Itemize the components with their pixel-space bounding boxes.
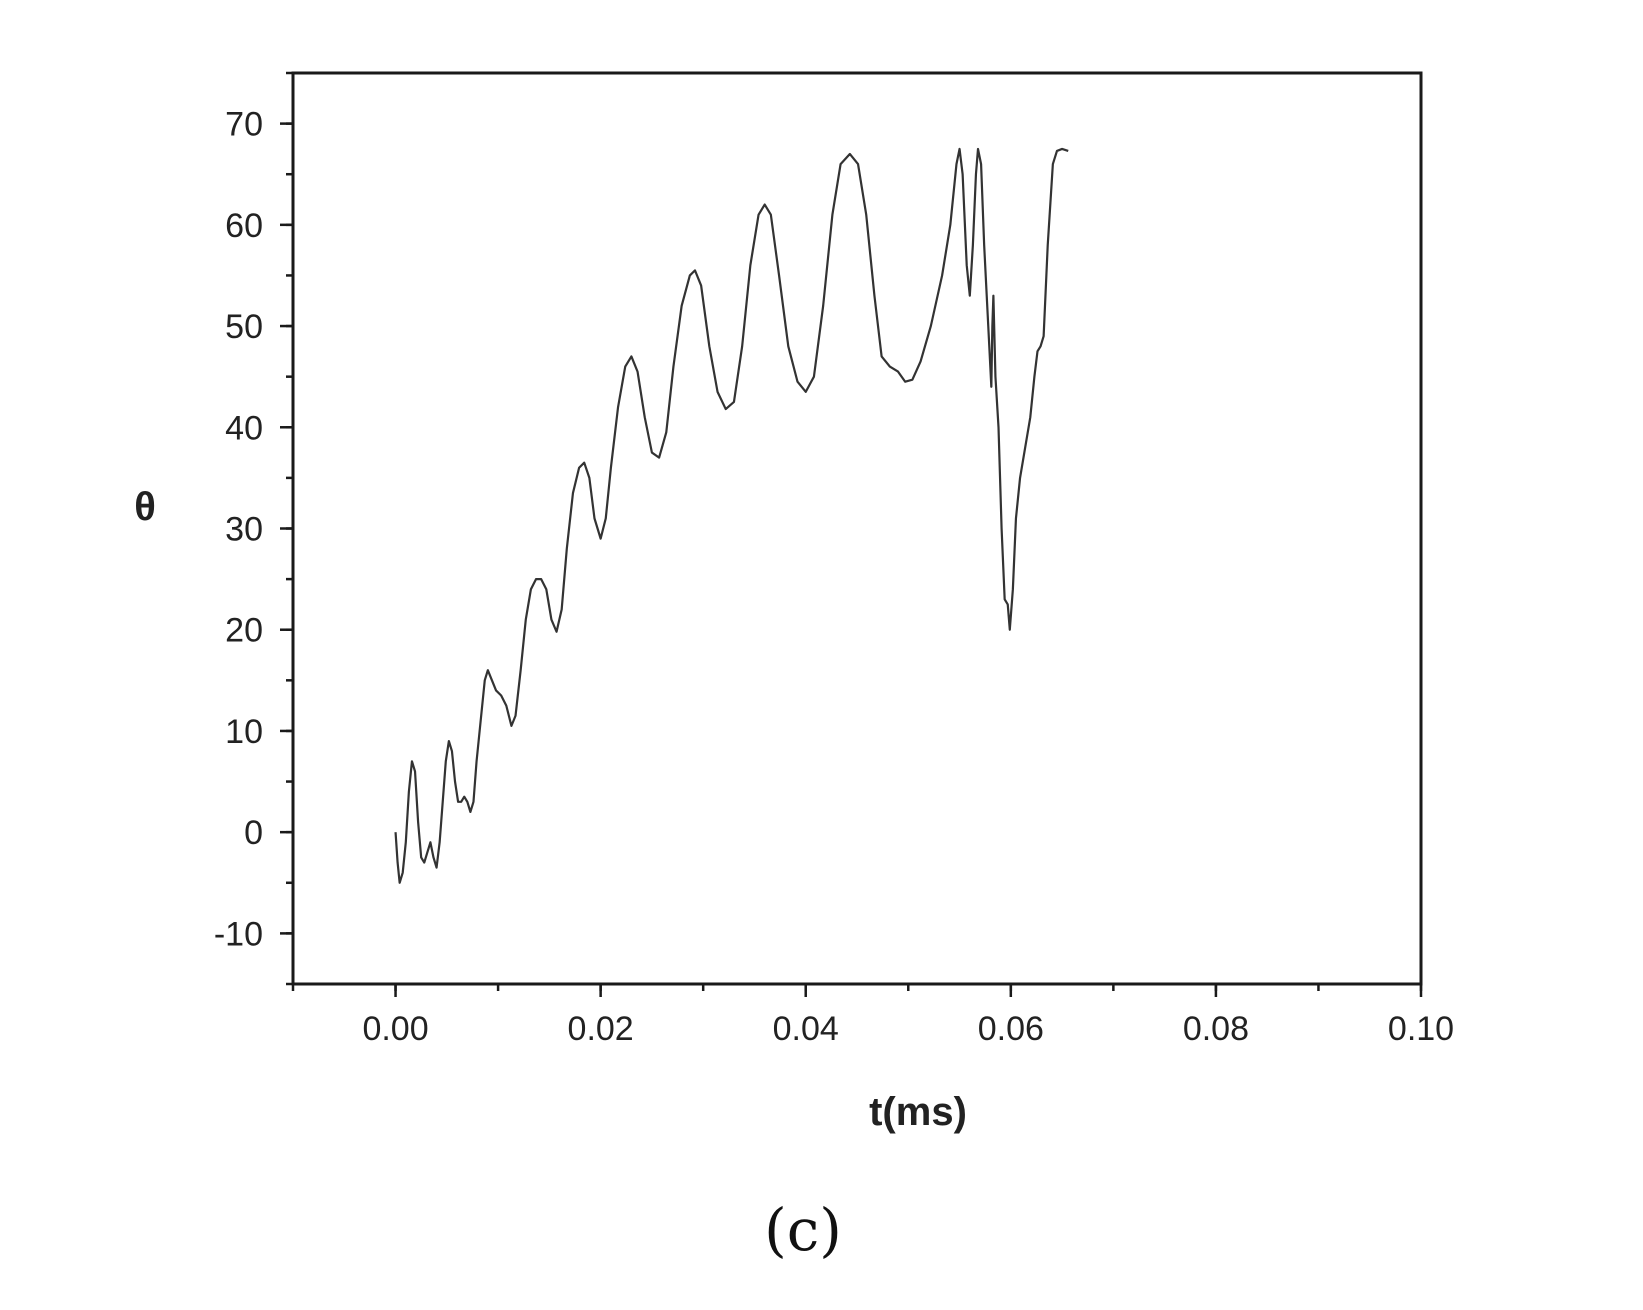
x-axis: 0.00 0.02 0.04 0.06 0.08 0.10 — [291, 984, 1454, 1048]
y-tick-label: 70 — [225, 106, 263, 144]
y-tick-label: 20 — [225, 612, 263, 650]
y-tick-label: 10 — [225, 713, 263, 751]
x-tick-label: 0.10 — [1388, 1010, 1454, 1048]
series-line — [394, 147, 1069, 884]
y-tick-label: 30 — [225, 511, 263, 549]
x-tick-label: 0.04 — [773, 1010, 839, 1048]
plot-frame — [291, 71, 1423, 986]
panel-label: (c) — [764, 1196, 842, 1264]
y-tick-label: 50 — [225, 308, 263, 346]
y-tick-label: 40 — [225, 409, 263, 447]
y-tick-label: 0 — [244, 814, 263, 852]
x-axis-title: t(ms) — [869, 1090, 967, 1134]
x-tick-label: 0.08 — [1183, 1010, 1249, 1048]
x-tick-label: 0.06 — [978, 1010, 1044, 1048]
y-tick-label: -10 — [214, 915, 263, 953]
x-tick-label: 0.02 — [568, 1010, 634, 1048]
x-tick-label: 0.00 — [362, 1010, 428, 1048]
y-axis: -10 0 10 20 30 40 50 60 70 — [214, 71, 293, 986]
y-tick-label: 60 — [225, 207, 263, 245]
y-axis-title: θ — [134, 485, 156, 529]
